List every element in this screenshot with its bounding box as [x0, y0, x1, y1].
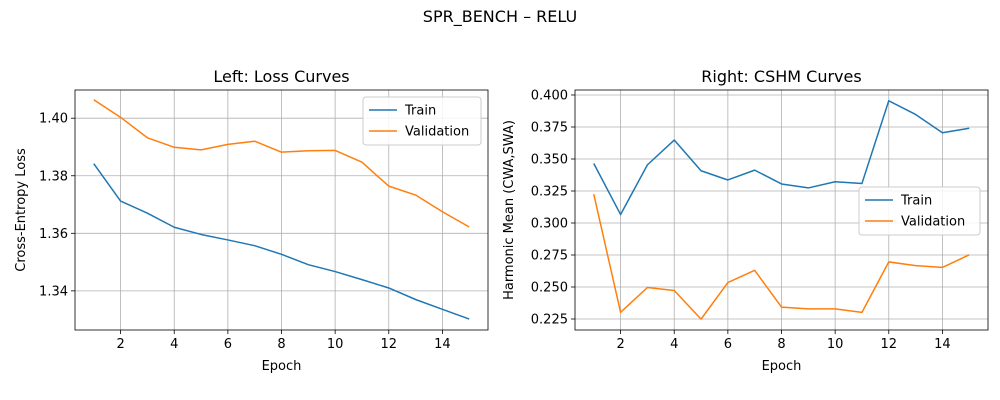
loss-legend: Train Validation: [362, 96, 482, 146]
loss-x-tick-label: 14: [434, 337, 451, 352]
cshm-x-tick-label: 4: [670, 337, 678, 352]
figure-title: SPR_BENCH – RELU: [423, 7, 577, 27]
cshm-x-tick-label: 6: [724, 337, 732, 352]
cshm-y-axis-label: Harmonic Mean (CWA,SWA): [502, 120, 517, 300]
loss-x-axis-label: Epoch: [262, 359, 302, 374]
cshm-x-tick-label: 8: [777, 337, 785, 352]
cshm-y-tick-label: 0.400: [531, 88, 568, 103]
cshm-y-tick-label: 0.350: [531, 152, 568, 167]
loss-legend-label-validation: Validation: [405, 125, 469, 140]
loss-x-tick-label: 10: [327, 337, 344, 352]
loss-legend-label-train: Train: [404, 104, 436, 119]
loss-y-tick-label: 1.34: [39, 284, 68, 299]
loss-x-tick-label: 12: [380, 337, 397, 352]
loss-series-line-validation: [93, 99, 470, 228]
cshm-legend: Train Validation: [858, 186, 981, 236]
cshm-y-tick-label: 0.225: [531, 312, 568, 327]
loss-x-tick-label: 4: [170, 337, 178, 352]
cshm-y-tick-label: 0.375: [531, 120, 568, 135]
loss-x-tick-label: 6: [224, 337, 232, 352]
cshm-series-line-train: [593, 100, 970, 216]
cshm-y-tick-label: 0.325: [531, 184, 568, 199]
loss-series-line-train: [93, 163, 470, 320]
cshm-x-tick-label: 12: [880, 337, 897, 352]
cshm-y-tick-label: 0.300: [531, 216, 568, 231]
cshm-legend-box: [858, 186, 981, 236]
cshm-x-tick-label: 2: [616, 337, 624, 352]
cshm-y-tick-label: 0.275: [531, 248, 568, 263]
loss-legend-box: [362, 96, 482, 146]
loss-curves-panel: 2 4 6 8 10 12 14 1.34 1.36 1.38 1.40 Left: Loss Cur…: [14, 67, 489, 374]
loss-y-tick-label: 1.40: [39, 112, 68, 127]
cshm-series-line-validation: [593, 194, 970, 320]
cshm-legend-label-validation: Validation: [901, 215, 965, 230]
loss-y-axis-label: Cross-Entropy Loss: [14, 148, 29, 272]
cshm-x-axis-label: Epoch: [762, 359, 802, 374]
loss-y-tick-label: 1.38: [39, 169, 68, 184]
cshm-curves-panel: 2 4 6 8 10 12 14 0.225 0.250 0.275 0.300 0.325 0.350…: [502, 67, 989, 374]
loss-x-tick-label: 2: [116, 337, 124, 352]
cshm-legend-label-train: Train: [900, 194, 932, 209]
loss-x-tick-label: 8: [277, 337, 285, 352]
loss-panel-title: Left: Loss Curves: [213, 67, 349, 86]
cshm-y-tick-label: 0.250: [531, 280, 568, 295]
loss-y-tick-label: 1.36: [39, 227, 68, 242]
cshm-x-tick-label: 14: [934, 337, 951, 352]
cshm-x-tick-label: 10: [827, 337, 844, 352]
cshm-panel-title: Right: CSHM Curves: [701, 67, 861, 86]
